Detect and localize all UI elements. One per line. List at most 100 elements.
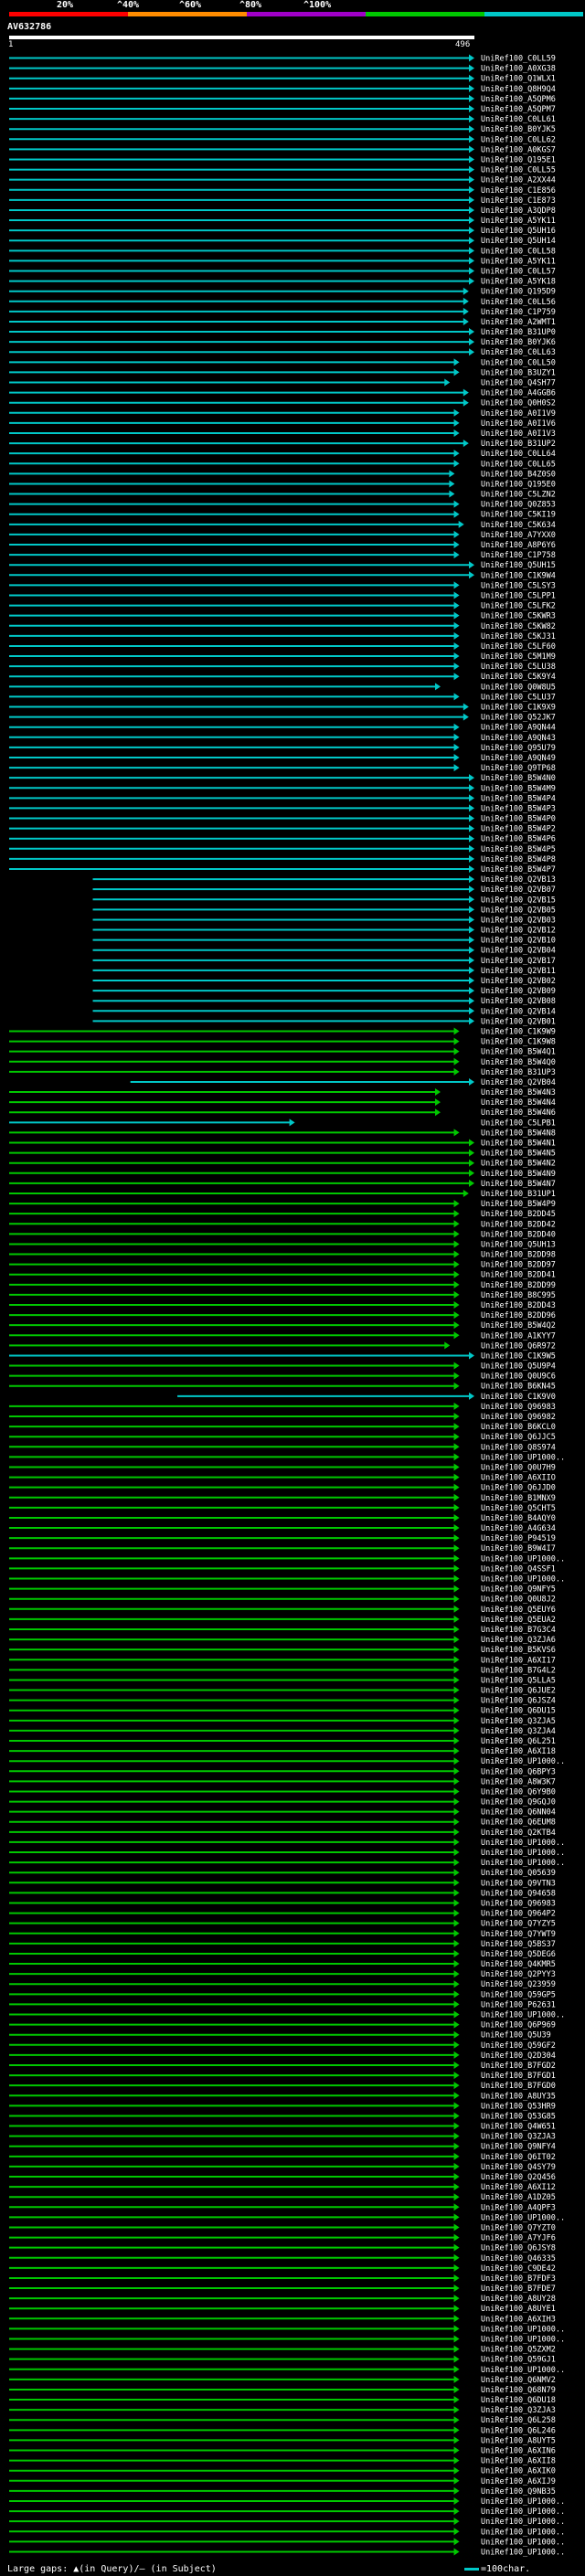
hit-label[interactable]: UniRef100_Q2VB15 bbox=[481, 896, 556, 905]
hit-label[interactable]: UniRef100_A8UYT5 bbox=[481, 2436, 556, 2445]
hit-label[interactable]: UniRef100_Q4SSF1 bbox=[481, 1564, 556, 1574]
hit-label[interactable]: UniRef100_Q6P969 bbox=[481, 2021, 556, 2030]
hit-label[interactable]: UniRef100_B31UP0 bbox=[481, 328, 556, 337]
hit-label[interactable]: UniRef100_B31UP2 bbox=[481, 440, 556, 449]
hit-label[interactable]: UniRef100_C0LL57 bbox=[481, 268, 556, 277]
hit-label[interactable]: UniRef100_C1K9V0 bbox=[481, 1393, 556, 1402]
hit-label[interactable]: UniRef100_A5YK18 bbox=[481, 278, 556, 287]
hit-label[interactable]: UniRef100_Q0U9C6 bbox=[481, 1373, 556, 1382]
hit-label[interactable]: UniRef100_Q5EUA2 bbox=[481, 1616, 556, 1625]
hit-label[interactable]: UniRef100_P94519 bbox=[481, 1534, 556, 1543]
hit-label[interactable]: UniRef100_B8C995 bbox=[481, 1291, 556, 1300]
hit-label[interactable]: UniRef100_Q9NFY4 bbox=[481, 2143, 556, 2152]
hit-label[interactable]: UniRef100_Q2VB08 bbox=[481, 997, 556, 1006]
hit-label[interactable]: UniRef100_Q5CHT5 bbox=[481, 1504, 556, 1513]
hit-label[interactable]: UniRef100_Q6JSY8 bbox=[481, 2244, 556, 2253]
hit-label[interactable]: UniRef100_B5W4N5 bbox=[481, 1150, 556, 1159]
hit-label[interactable]: UniRef100_Q5UH14 bbox=[481, 237, 556, 246]
hit-label[interactable]: UniRef100_A0XG38 bbox=[481, 65, 556, 74]
hit-label[interactable]: UniRef100_C1P758 bbox=[481, 551, 556, 560]
hit-label[interactable]: UniRef100_C0LL50 bbox=[481, 358, 556, 367]
hit-label[interactable]: UniRef100_A6XI18 bbox=[481, 1747, 556, 1756]
hit-label[interactable]: UniRef100_B5W4N7 bbox=[481, 1180, 556, 1189]
hit-label[interactable]: UniRef100_B7FGD1 bbox=[481, 2072, 556, 2081]
hit-label[interactable]: UniRef100_Q4KMR5 bbox=[481, 1960, 556, 1969]
hit-label[interactable]: UniRef100_B5W4N2 bbox=[481, 1160, 556, 1169]
hit-label[interactable]: UniRef100_A8W3K7 bbox=[481, 1777, 556, 1786]
hit-label[interactable]: UniRef100_B5W4M9 bbox=[481, 784, 556, 793]
hit-label[interactable]: UniRef100_Q2VB04 bbox=[481, 947, 556, 956]
hit-label[interactable]: UniRef100_C5KI19 bbox=[481, 511, 556, 520]
hit-label[interactable]: UniRef100_B5W4N0 bbox=[481, 774, 556, 783]
hit-label[interactable]: UniRef100_Q6BPY3 bbox=[481, 1767, 556, 1776]
hit-label[interactable]: UniRef100_UP1000.. bbox=[481, 1453, 565, 1462]
hit-label[interactable]: UniRef100_Q0Z853 bbox=[481, 501, 556, 510]
hit-label[interactable]: UniRef100_A8P6Y6 bbox=[481, 541, 556, 550]
hit-label[interactable]: UniRef100_UP1000.. bbox=[481, 1859, 565, 1868]
hit-label[interactable]: UniRef100_Q195E0 bbox=[481, 480, 556, 489]
hit-label[interactable]: UniRef100_Q2VB13 bbox=[481, 875, 556, 885]
hit-label[interactable]: UniRef100_C5LZN2 bbox=[481, 491, 556, 500]
hit-label[interactable]: UniRef100_C0LL55 bbox=[481, 166, 556, 175]
hit-label[interactable]: UniRef100_C0LL61 bbox=[481, 115, 556, 124]
hit-label[interactable]: UniRef100_C1K9W9 bbox=[481, 1027, 556, 1036]
hit-label[interactable]: UniRef100_Q5ZXM2 bbox=[481, 2346, 556, 2355]
hit-label[interactable]: UniRef100_A7YJF6 bbox=[481, 2234, 556, 2243]
hit-label[interactable]: UniRef100_Q4SH77 bbox=[481, 379, 556, 388]
hit-label[interactable]: UniRef100_A6XIK0 bbox=[481, 2467, 556, 2476]
hit-label[interactable]: UniRef100_Q0H0S2 bbox=[481, 399, 556, 408]
hit-label[interactable]: UniRef100_A8UY28 bbox=[481, 2295, 556, 2304]
hit-label[interactable]: UniRef100_Q7YWT9 bbox=[481, 1930, 556, 1939]
hit-label[interactable]: UniRef100_B2DD41 bbox=[481, 1271, 556, 1280]
hit-label[interactable]: UniRef100_Q59GJ1 bbox=[481, 2356, 556, 2365]
hit-label[interactable]: UniRef100_A1KYY7 bbox=[481, 1331, 556, 1341]
hit-label[interactable]: UniRef100_UP1000.. bbox=[481, 1757, 565, 1766]
hit-label[interactable]: UniRef100_B5W4P6 bbox=[481, 835, 556, 844]
hit-label[interactable]: UniRef100_B7FDE7 bbox=[481, 2284, 556, 2294]
hit-label[interactable]: UniRef100_B5W4Q1 bbox=[481, 1048, 556, 1057]
hit-label[interactable]: UniRef100_A5QPM6 bbox=[481, 95, 556, 104]
hit-label[interactable]: UniRef100_B5W4P3 bbox=[481, 804, 556, 813]
hit-label[interactable]: UniRef100_Q0U7H9 bbox=[481, 1463, 556, 1472]
hit-label[interactable]: UniRef100_UP1000.. bbox=[481, 2366, 565, 2375]
hit-label[interactable]: UniRef100_A6XI17 bbox=[481, 1656, 556, 1665]
hit-label[interactable]: UniRef100_A8UY35 bbox=[481, 2092, 556, 2101]
hit-label[interactable]: UniRef100_Q59GF2 bbox=[481, 2041, 556, 2051]
hit-label[interactable]: UniRef100_B0YJK6 bbox=[481, 338, 556, 347]
hit-label[interactable]: UniRef100_Q23959 bbox=[481, 1980, 556, 1989]
hit-label[interactable]: UniRef100_Q6NMV2 bbox=[481, 2376, 556, 2385]
hit-label[interactable]: UniRef100_Q9NB35 bbox=[481, 2487, 556, 2496]
hit-label[interactable]: UniRef100_A6XII8 bbox=[481, 2457, 556, 2466]
hit-label[interactable]: UniRef100_Q3ZJA3 bbox=[481, 2406, 556, 2415]
hit-label[interactable]: UniRef100_A0KGS7 bbox=[481, 145, 556, 154]
hit-label[interactable]: UniRef100_C1K9W5 bbox=[481, 1352, 556, 1361]
hit-label[interactable]: UniRef100_UP1000.. bbox=[481, 1554, 565, 1564]
hit-label[interactable]: UniRef100_B7FGD0 bbox=[481, 2082, 556, 2091]
hit-label[interactable]: UniRef100_UP1000.. bbox=[481, 2335, 565, 2344]
hit-label[interactable]: UniRef100_Q5UH13 bbox=[481, 1240, 556, 1249]
hit-label[interactable]: UniRef100_C0LL56 bbox=[481, 298, 556, 307]
hit-label[interactable]: UniRef100_Q6L251 bbox=[481, 1737, 556, 1746]
hit-label[interactable]: UniRef100_A9QN49 bbox=[481, 754, 556, 763]
hit-label[interactable]: UniRef100_Q9NFY5 bbox=[481, 1585, 556, 1595]
hit-label[interactable]: UniRef100_Q6L246 bbox=[481, 2426, 556, 2435]
hit-label[interactable]: UniRef100_B6KN45 bbox=[481, 1383, 556, 1392]
hit-label[interactable]: UniRef100_A6XIIO bbox=[481, 1474, 556, 1483]
hit-label[interactable]: UniRef100_Q96983 bbox=[481, 1899, 556, 1908]
hit-label[interactable]: UniRef100_Q2VB12 bbox=[481, 927, 556, 936]
hit-label[interactable]: UniRef100_C1K9W4 bbox=[481, 571, 556, 580]
hit-label[interactable]: UniRef100_Q96983 bbox=[481, 1403, 556, 1412]
hit-label[interactable]: UniRef100_B4Z0S0 bbox=[481, 470, 556, 479]
hit-label[interactable]: UniRef100_C0LL65 bbox=[481, 460, 556, 469]
hit-label[interactable]: UniRef100_C5KJ31 bbox=[481, 632, 556, 641]
hit-label[interactable]: UniRef100_Q6DU18 bbox=[481, 2396, 556, 2405]
hit-label[interactable]: UniRef100_C5K634 bbox=[481, 521, 556, 530]
hit-label[interactable]: UniRef100_P62631 bbox=[481, 2000, 556, 2009]
hit-label[interactable]: UniRef100_UP1000.. bbox=[481, 2011, 565, 2020]
hit-label[interactable]: UniRef100_C1E873 bbox=[481, 196, 556, 206]
hit-label[interactable]: UniRef100_B2DD98 bbox=[481, 1251, 556, 1260]
hit-label[interactable]: UniRef100_Q6NN04 bbox=[481, 1808, 556, 1818]
hit-label[interactable]: UniRef100_Q2D304 bbox=[481, 2051, 556, 2061]
hit-label[interactable]: UniRef100_Q964P2 bbox=[481, 1910, 556, 1919]
hit-label[interactable]: UniRef100_Q2VB04 bbox=[481, 1078, 556, 1087]
